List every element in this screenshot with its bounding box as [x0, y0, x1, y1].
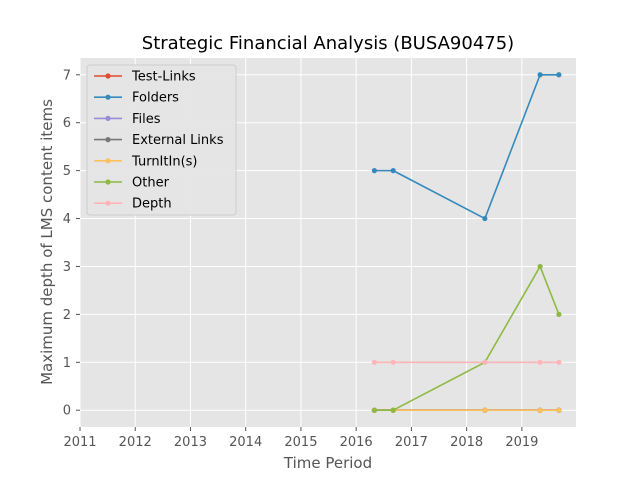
- data-point: [537, 359, 543, 365]
- data-point: [556, 311, 562, 317]
- x-tick-label: 2015: [284, 435, 317, 450]
- data-point: [537, 72, 543, 78]
- legend-frame: [86, 64, 237, 216]
- y-tick-label: 4: [63, 212, 71, 227]
- legend-label: Depth: [132, 197, 172, 212]
- y-axis-ticks: 0 1 2 3 4 5 6 7: [63, 68, 80, 419]
- legend-marker: [105, 137, 111, 143]
- legend-marker: [105, 115, 111, 121]
- data-point: [482, 407, 488, 413]
- legend-label: Files: [132, 112, 161, 127]
- data-point: [556, 407, 562, 413]
- legend-item: Files: [94, 112, 161, 127]
- data-point: [537, 263, 543, 270]
- series-depth: [371, 359, 562, 365]
- data-point: [482, 215, 488, 222]
- chart-title: Strategic Financial Analysis (BUSA90475): [142, 33, 514, 54]
- series-layer: [371, 72, 562, 413]
- data-point: [556, 359, 562, 365]
- legend-item: External Links: [94, 133, 224, 148]
- y-tick-label: 3: [63, 260, 71, 275]
- data-point: [371, 407, 377, 413]
- data-point: [390, 407, 396, 413]
- x-tick-label: 2012: [119, 435, 152, 450]
- data-point: [537, 407, 543, 413]
- legend-item: Folders: [94, 91, 179, 106]
- legend: Test-Links Folders Files External Links Turn…: [86, 64, 237, 216]
- data-point: [482, 359, 488, 365]
- legend-item: TurnItIn(s): [94, 154, 197, 169]
- x-tick-label: 2017: [395, 435, 428, 450]
- legend-marker: [105, 94, 111, 100]
- legend-label: Test-Links: [131, 70, 196, 85]
- data-point: [371, 168, 377, 174]
- x-axis-ticks: 2011 2012 2013 2014 2015 2016 2017 2018 2019: [63, 427, 538, 450]
- legend-marker: [105, 73, 111, 79]
- legend-label: TurnItIn(s): [131, 154, 197, 169]
- y-tick-label: 1: [63, 356, 71, 371]
- y-tick-label: 5: [63, 164, 71, 179]
- legend-item: Depth: [94, 197, 172, 212]
- y-axis-label: Maximum depth of LMS content items: [38, 99, 56, 385]
- data-point: [556, 72, 562, 78]
- x-axis-label: Time Period: [283, 454, 372, 472]
- y-tick-label: 0: [63, 404, 71, 419]
- legend-item: Test-Links: [94, 70, 196, 85]
- y-tick-label: 2: [63, 308, 71, 323]
- legend-label: Folders: [132, 91, 179, 106]
- data-point: [390, 168, 396, 174]
- x-tick-label: 2014: [229, 435, 262, 450]
- x-tick-label: 2016: [340, 435, 373, 450]
- legend-marker: [105, 200, 111, 206]
- x-tick-label: 2019: [505, 435, 538, 450]
- series-folders: [371, 72, 562, 222]
- y-tick-label: 6: [63, 116, 71, 131]
- x-tick-label: 2013: [174, 435, 207, 450]
- legend-item: Other: [94, 176, 170, 191]
- legend-label: Other: [132, 176, 170, 191]
- y-tick-label: 7: [63, 68, 71, 83]
- legend-marker: [105, 158, 111, 164]
- data-point: [371, 359, 377, 365]
- legend-marker: [105, 179, 111, 185]
- x-tick-label: 2018: [450, 435, 483, 450]
- legend-label: External Links: [132, 133, 224, 148]
- x-tick-label: 2011: [63, 435, 96, 450]
- data-point: [390, 359, 396, 365]
